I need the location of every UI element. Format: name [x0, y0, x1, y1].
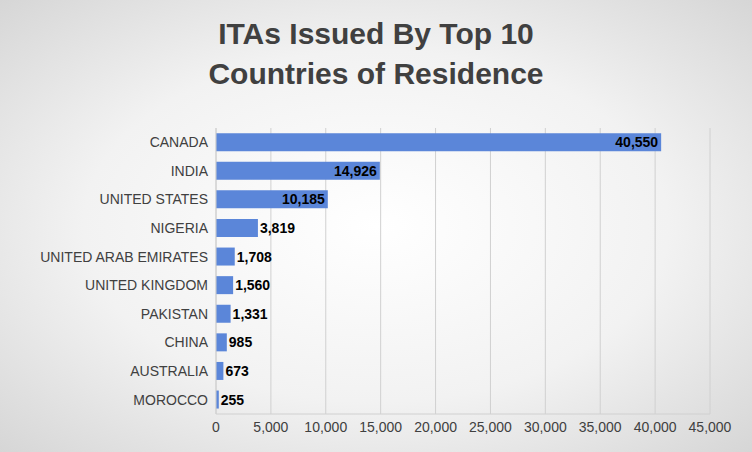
svg-text:PAKISTAN: PAKISTAN: [141, 306, 208, 322]
svg-text:0: 0: [212, 419, 220, 435]
svg-text:40,000: 40,000: [634, 419, 677, 435]
svg-text:MOROCCO: MOROCCO: [133, 392, 208, 408]
svg-text:UNITED STATES: UNITED STATES: [100, 191, 208, 207]
html-text:ITAs Issued By Top 10 Countrie: ITAs Issued By Top 10 Countries of Resid…: [208, 17, 544, 90]
svg-text:AUSTRALIA: AUSTRALIA: [130, 363, 208, 379]
svg-text:1,708: 1,708: [237, 249, 272, 265]
svg-text:10,000: 10,000: [304, 419, 347, 435]
svg-text:1,331: 1,331: [233, 306, 268, 322]
svg-text:INDIA: INDIA: [171, 163, 209, 179]
svg-text:NIGERIA: NIGERIA: [150, 220, 208, 236]
svg-text:14,926: 14,926: [334, 163, 377, 179]
svg-text:40,550: 40,550: [615, 134, 658, 150]
svg-text:25,000: 25,000: [469, 419, 512, 435]
svg-text:15,000: 15,000: [359, 419, 402, 435]
svg-text:985: 985: [229, 334, 253, 350]
svg-text:CANADA: CANADA: [150, 134, 209, 150]
svg-text:CHINA: CHINA: [164, 334, 208, 350]
svg-text:10,185: 10,185: [282, 191, 325, 207]
svg-text:45,000: 45,000: [689, 419, 732, 435]
svg-text:30,000: 30,000: [524, 419, 567, 435]
svg-text:1,560: 1,560: [235, 277, 270, 293]
svg-text:5,000: 5,000: [253, 419, 288, 435]
svg-text:673: 673: [225, 363, 249, 379]
svg-text:35,000: 35,000: [579, 419, 622, 435]
svg-text:20,000: 20,000: [414, 419, 457, 435]
svg-text:3,819: 3,819: [260, 220, 295, 236]
svg-text:UNITED KINGDOM: UNITED KINGDOM: [85, 277, 208, 293]
svg-text:UNITED ARAB EMIRATES: UNITED ARAB EMIRATES: [40, 249, 208, 265]
svg-text:255: 255: [221, 392, 245, 408]
